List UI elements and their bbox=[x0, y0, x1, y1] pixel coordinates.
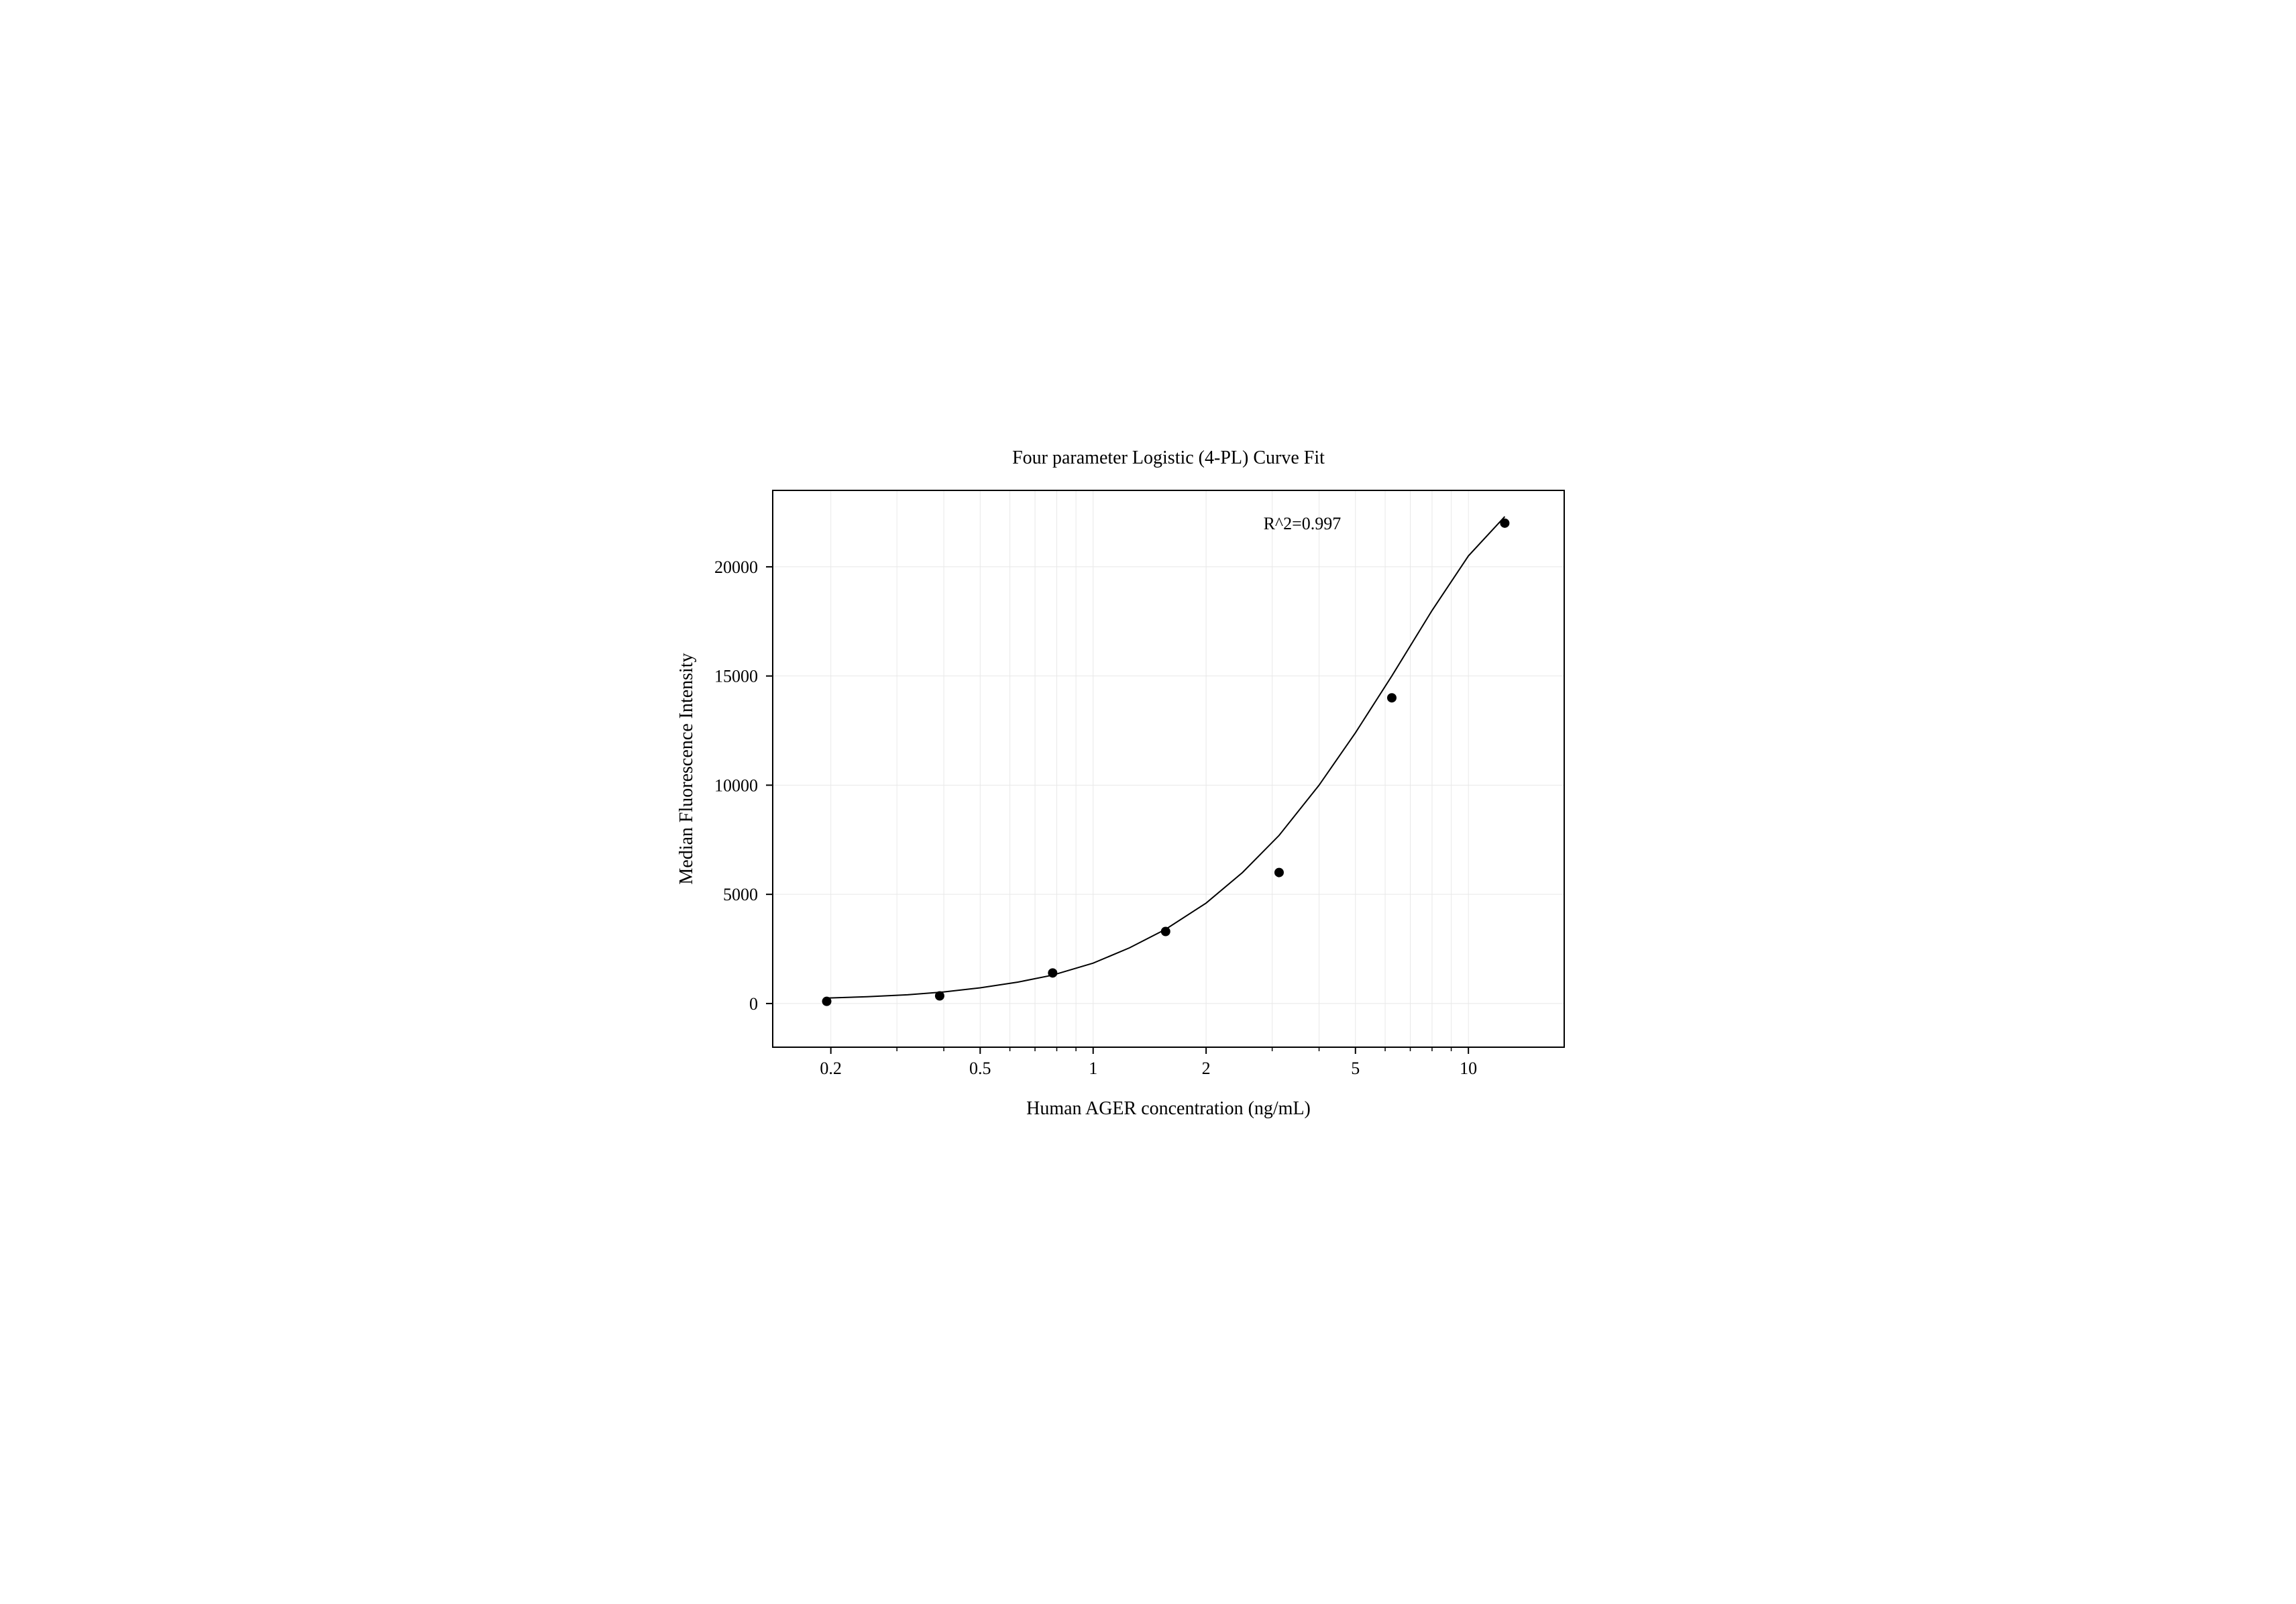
y-tick-label: 5000 bbox=[723, 885, 758, 904]
y-axis-label: Median Fluorescence Intensity bbox=[676, 653, 697, 884]
data-point bbox=[1500, 518, 1509, 527]
plot-border bbox=[773, 490, 1564, 1047]
y-tick-label: 15000 bbox=[714, 666, 758, 686]
x-tick-label: 0.2 bbox=[820, 1059, 842, 1078]
x-tick-label: 2 bbox=[1201, 1059, 1210, 1078]
curve-fit-chart: 0.2 0.5 1 2 5 10 0 5000 10000 15000 20000 Four para… bbox=[639, 437, 1658, 1168]
data-point bbox=[1160, 926, 1170, 936]
data-point bbox=[822, 996, 831, 1006]
y-tick-label: 0 bbox=[749, 994, 758, 1013]
y-tick-label: 20000 bbox=[714, 557, 758, 576]
data-point bbox=[934, 991, 944, 1000]
data-point bbox=[1386, 693, 1396, 702]
data-points bbox=[822, 518, 1509, 1006]
x-axis-label: Human AGER concentration (ng/mL) bbox=[1026, 1098, 1311, 1119]
grid bbox=[773, 490, 1564, 1047]
r-squared-annotation: R^2=0.997 bbox=[1263, 514, 1341, 533]
fit-curve bbox=[826, 517, 1505, 998]
chart-container: 0.2 0.5 1 2 5 10 0 5000 10000 15000 20000 Four para… bbox=[639, 437, 1658, 1168]
x-tick-label: 10 bbox=[1460, 1059, 1477, 1078]
x-tick-label: 0.5 bbox=[969, 1059, 991, 1078]
y-tick-label: 10000 bbox=[714, 776, 758, 795]
data-point bbox=[1274, 867, 1283, 877]
x-tick-label: 5 bbox=[1351, 1059, 1360, 1078]
data-point bbox=[1048, 968, 1057, 977]
chart-title: Four parameter Logistic (4-PL) Curve Fit bbox=[1012, 447, 1325, 468]
x-tick-label: 1 bbox=[1089, 1059, 1097, 1078]
